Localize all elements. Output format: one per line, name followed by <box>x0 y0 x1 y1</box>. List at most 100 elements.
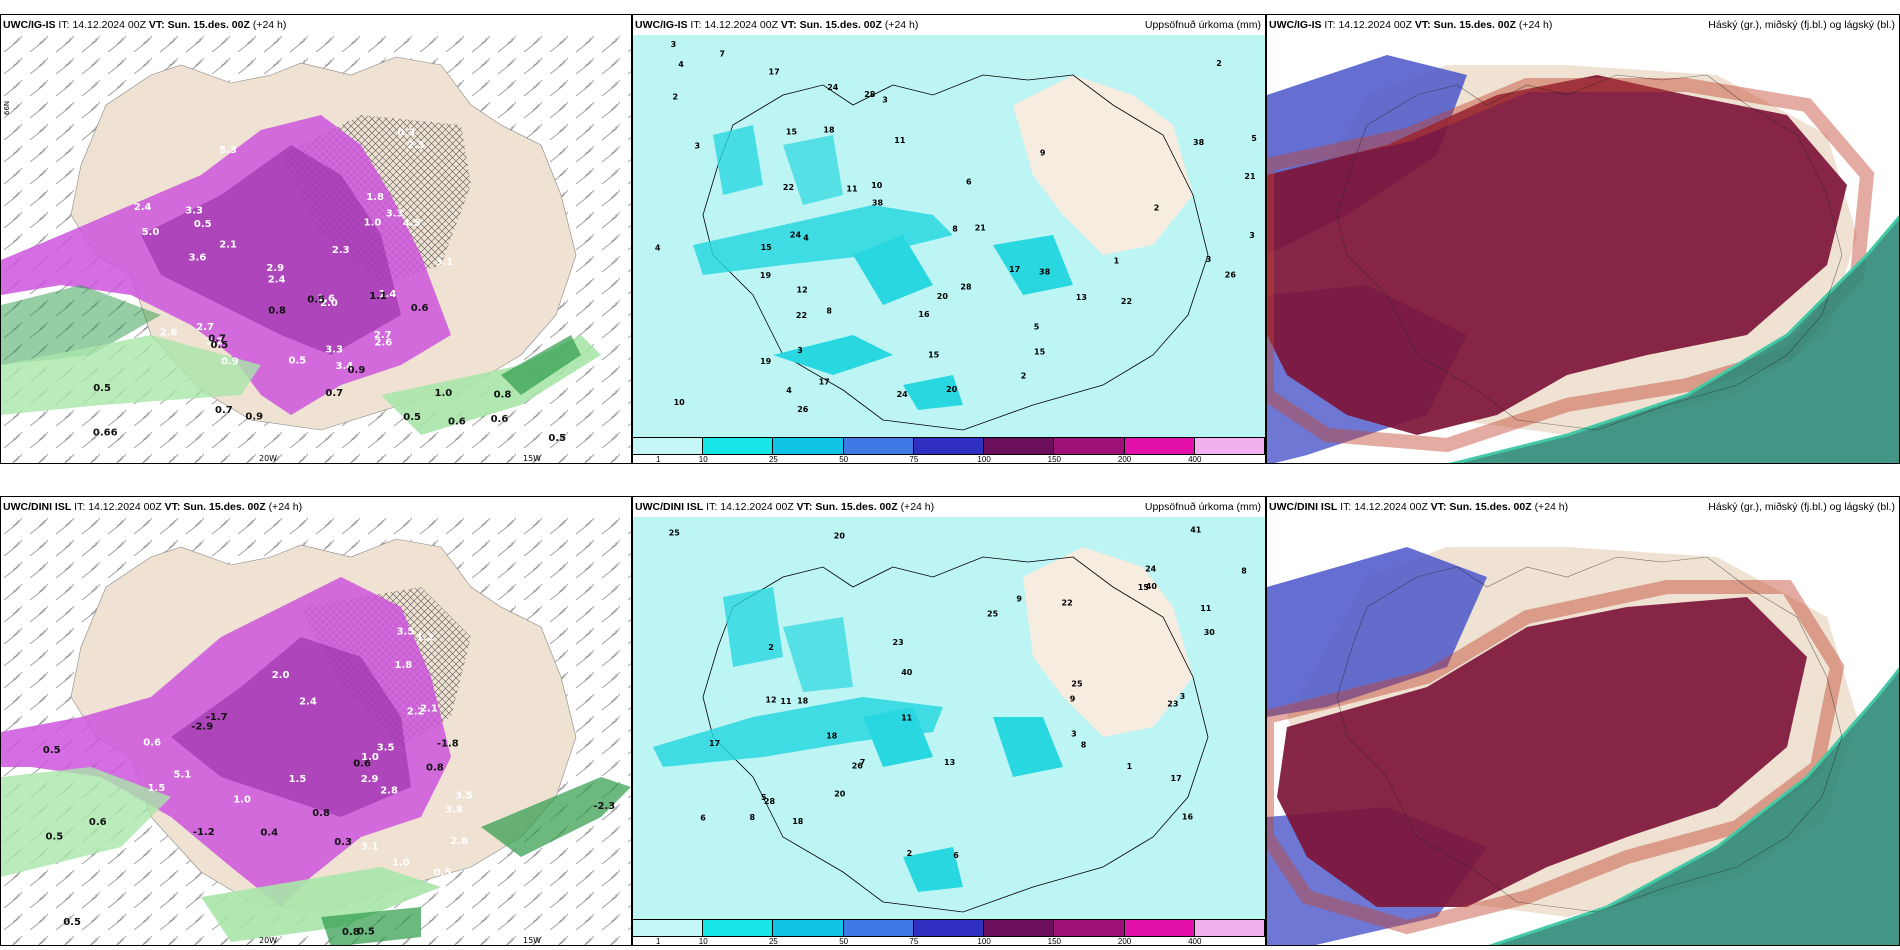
value-label: 26 <box>852 761 864 770</box>
panel-r1-precip: UWC/IG-IS IT: 14.12.2024 00Z VT: Sun. 15… <box>632 14 1266 464</box>
colorbar-tick: 75 <box>909 937 919 946</box>
value-label: 0.8 <box>312 808 330 819</box>
vt-label: VT: <box>148 19 165 31</box>
lead-time: (+24 h) <box>1518 19 1553 31</box>
value-label: 21 <box>1244 172 1256 181</box>
model-name: UWC/IG-IS <box>3 19 56 31</box>
colorbar-swatch <box>773 438 844 454</box>
value-label: 40 <box>1146 582 1158 591</box>
value-label: 19 <box>760 271 772 280</box>
colorbar-tick: 75 <box>909 455 919 464</box>
value-label: 2.5 <box>407 140 425 151</box>
panel-variable: Háský (gr.), miðský (fj.bl.) og lágský (… <box>1708 501 1895 513</box>
value-label: 7 <box>860 758 866 767</box>
rain-streak-3 <box>201 867 441 942</box>
init-time: 14.12.2024 00Z <box>704 19 778 31</box>
value-label: 20 <box>946 385 958 394</box>
value-label: 0.3 <box>334 837 352 848</box>
valid-time: Sun. 15.des. 00Z <box>1433 19 1516 31</box>
panel-header: UWC/DINI ISL IT: 14.12.2024 00Z VT: Sun.… <box>633 497 1265 517</box>
value-label: 17 <box>819 377 830 386</box>
value-label: 4 <box>678 60 684 69</box>
value-label: 0.8 <box>268 305 286 316</box>
colorbar-swatch <box>1054 920 1125 936</box>
value-label: 6 <box>966 177 972 186</box>
snow-core <box>141 145 401 355</box>
precip-cell-4 <box>993 717 1063 777</box>
value-label: 22 <box>783 183 794 192</box>
value-label: 2.4 <box>299 697 317 708</box>
value-label: 23 <box>1167 700 1178 709</box>
precip-cell-4 <box>853 235 933 305</box>
rain-streak-2 <box>1 335 261 415</box>
value-label: 0.8 <box>426 763 444 774</box>
precip-cell-7 <box>783 135 843 205</box>
value-label: 3.1 <box>435 257 453 268</box>
valid-time: Sun. 15.des. 00Z <box>183 501 266 513</box>
it-label: IT: <box>690 19 702 31</box>
precip-cell-3 <box>903 847 963 892</box>
value-label: 1.1 <box>369 291 387 302</box>
value-label: 19 <box>760 357 772 366</box>
precip-map: 4342553810132221261920111619181021151724… <box>633 35 1265 439</box>
value-label: 3.6 <box>189 253 207 264</box>
value-label: 1.0 <box>233 794 251 805</box>
value-label: 0.5 <box>434 867 452 878</box>
value-label: -1.8 <box>437 739 459 750</box>
value-label: 9 <box>1070 695 1076 704</box>
panel-variable: Uppsöfnuð úrkoma (mm) <box>1144 501 1261 513</box>
value-label: 12 <box>797 285 808 294</box>
lon-label-20w: 20W <box>259 454 277 463</box>
colorbar-tick: 25 <box>768 937 778 946</box>
value-label: 0.5 <box>46 831 64 842</box>
colorbar-swatch <box>843 438 914 454</box>
colorbar-swatch <box>843 920 914 936</box>
rain-streak-4 <box>321 907 421 945</box>
vt-label: VT: <box>780 19 797 31</box>
precip-cell-1 <box>693 205 953 275</box>
value-label: 18 <box>826 732 838 741</box>
it-label: IT: <box>1324 19 1336 31</box>
value-label: 5.3 <box>219 145 237 156</box>
colorbar-tick: 50 <box>839 937 849 946</box>
value-label: 15 <box>786 128 798 137</box>
precip-colorbar: 1 10 25 50 75 100 150 200 400 <box>633 437 1265 463</box>
value-label: 22 <box>1062 598 1073 607</box>
value-label: 8 <box>952 225 958 234</box>
value-label: 0.8 <box>342 927 360 938</box>
value-label: 28 <box>960 283 972 292</box>
value-label: 2 <box>1154 204 1160 213</box>
rain-streak-1 <box>1 285 161 365</box>
lead-time: (+24 h) <box>900 501 935 513</box>
value-label: 2.1 <box>420 703 438 714</box>
rain-streak-4 <box>501 335 581 395</box>
value-label: 3.5 <box>377 742 395 753</box>
value-label: 3.2 <box>206 336 224 347</box>
value-label: 3.8 <box>445 805 463 816</box>
cloud-map <box>1267 517 1899 945</box>
colorbar-tick: 400 <box>1188 455 1202 464</box>
value-label: 12 <box>765 696 776 705</box>
precip-cell-1 <box>653 697 943 767</box>
value-label: 2.9 <box>266 263 284 274</box>
colorbar-swatch <box>633 920 704 936</box>
value-label: 4 <box>803 233 809 242</box>
lon-label-20w: 20W <box>259 936 277 945</box>
panel-variable: Háský (gr.), miðský (fj.bl.) og lágský (… <box>1708 19 1895 31</box>
value-label: 6 <box>953 851 959 860</box>
colorbar-swatch <box>1124 438 1195 454</box>
value-label: 9 <box>1040 149 1046 158</box>
panel-r2-cloud: UWC/DINI ISL IT: 14.12.2024 00Z VT: Sun.… <box>1266 496 1900 946</box>
colorbar-swatch <box>703 438 774 454</box>
value-label: 1 <box>1127 762 1133 771</box>
value-label: 6 <box>700 813 706 822</box>
value-label: 25 <box>987 609 999 618</box>
value-label: 0.5 <box>194 219 212 230</box>
value-label: 0.3 <box>397 127 415 138</box>
value-label: 3.3 <box>325 345 343 356</box>
valid-time: Sun. 15.des. 00Z <box>815 501 898 513</box>
colorbar-tick: 150 <box>1047 937 1062 946</box>
colorbar-swatch <box>703 920 774 936</box>
value-label: 0.9 <box>245 412 263 423</box>
value-label: 0.5 <box>43 745 61 756</box>
